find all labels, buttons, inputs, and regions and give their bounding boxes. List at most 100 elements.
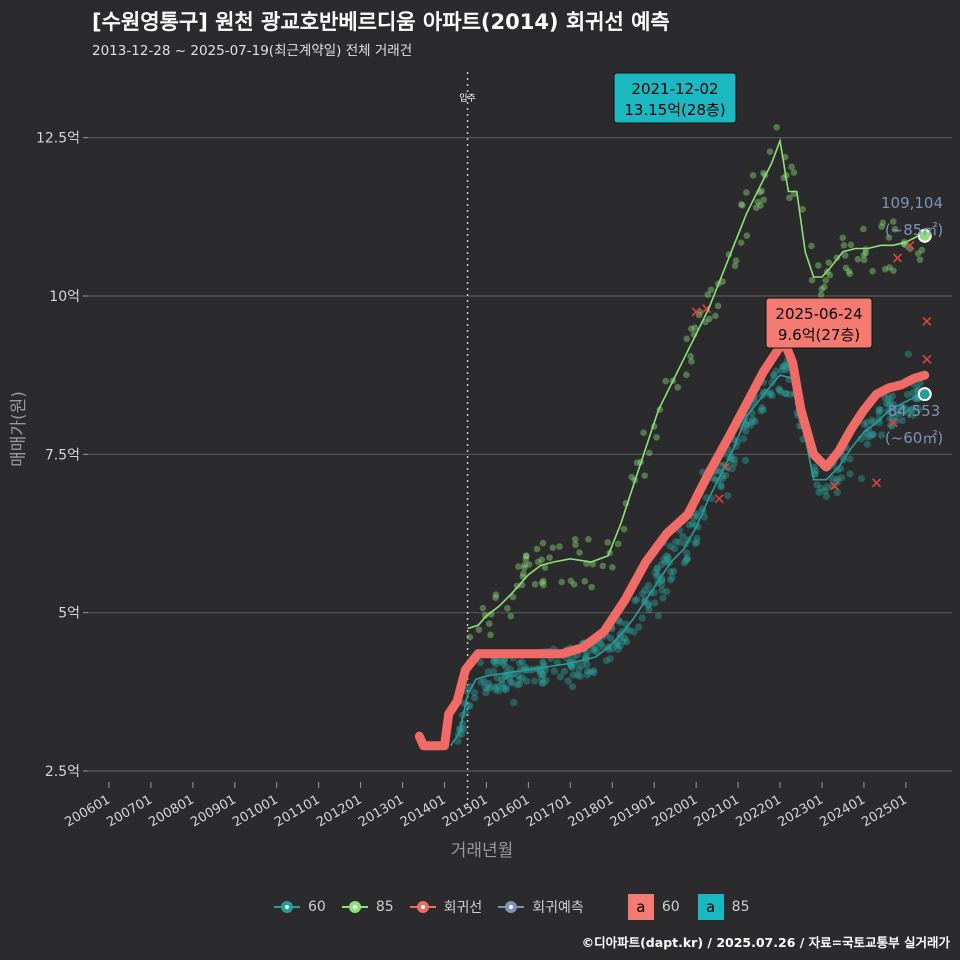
- scatter-point-60: [868, 416, 876, 424]
- scatter-point-85: [788, 163, 795, 171]
- scatter-point-85: [509, 593, 517, 601]
- scatter-point-60: [722, 471, 730, 480]
- scatter-point-60: [782, 390, 790, 398]
- scatter-point-85: [737, 239, 745, 247]
- scatter-point-85: [662, 377, 670, 385]
- scatter-point-60: [644, 600, 652, 608]
- scatter-point-60: [893, 407, 901, 415]
- scatter-point-60: [604, 645, 612, 653]
- scatter-point-60: [631, 597, 639, 605]
- scatter-point-60: [578, 661, 586, 669]
- scatter-point-60: [889, 413, 897, 421]
- scatter-point-60: [633, 595, 641, 603]
- scatter-point-60: [837, 474, 846, 482]
- scatter-point-60: [781, 361, 790, 369]
- scatter-point-60: [658, 586, 666, 594]
- scatter-point-85: [546, 554, 553, 561]
- recent-price-annotation-box: [765, 297, 873, 349]
- scatter-point-85: [916, 256, 924, 263]
- scatter-point-60: [691, 539, 699, 547]
- scatter-point-60: [724, 492, 732, 500]
- scatter-point-60: [477, 678, 485, 686]
- scatter-point-60: [670, 567, 678, 575]
- scatter-point-60: [537, 675, 546, 683]
- scatter-point-85: [521, 564, 528, 572]
- scatter-point-85: [641, 472, 649, 479]
- scatter-point-60: [682, 557, 690, 565]
- scatter-point-60: [768, 379, 776, 387]
- scatter-point-60: [775, 386, 784, 394]
- scatter-point-60: [616, 642, 624, 650]
- scatter-point-85: [576, 549, 583, 556]
- scatter-point-60: [909, 389, 917, 397]
- scatter-point-85: [614, 540, 622, 548]
- scatter-point-85: [492, 594, 499, 601]
- scatter-point-85: [846, 270, 854, 278]
- x-tick-label: 201401: [398, 792, 448, 830]
- scatter-point-85: [743, 232, 751, 239]
- scatter-point-85: [492, 591, 500, 598]
- scatter-point-60: [904, 408, 912, 417]
- scatter-point-60: [576, 672, 584, 680]
- scatter-point-85: [799, 205, 806, 213]
- scatter-point-60: [569, 671, 577, 679]
- scatter-point-85: [688, 358, 695, 365]
- scatter-point-60: [778, 366, 786, 374]
- scatter-point-60: [518, 674, 526, 682]
- scatter-point-60: [653, 564, 661, 573]
- scatter-point-85: [820, 283, 828, 291]
- scatter-point-85: [860, 225, 867, 233]
- scatter-point-60: [497, 658, 505, 666]
- scatter-point-60: [846, 455, 854, 463]
- scatter-point-60: [658, 580, 666, 588]
- chart-title: [수원영통구] 원천 광교호반베르디움 아파트(2014) 회귀선 예측: [92, 10, 670, 34]
- scatter-point-85: [539, 539, 547, 547]
- scatter-point-60: [506, 678, 515, 686]
- scatter-point-60: [688, 520, 696, 528]
- scatter-point-85: [687, 352, 694, 360]
- x-tick-label: 202301: [775, 792, 825, 830]
- scatter-point-60: [495, 687, 503, 695]
- scatter-point-60: [683, 549, 691, 557]
- scatter-point-60: [899, 403, 907, 412]
- scatter-point-60: [568, 683, 577, 691]
- scatter-point-60: [660, 555, 668, 564]
- scatter-point-60: [470, 694, 479, 702]
- scatter-point-85: [599, 562, 607, 570]
- scatter-point-85: [706, 315, 713, 323]
- legend-box-85-label: 85: [731, 899, 750, 915]
- scatter-point-85: [817, 291, 825, 299]
- forecast-point-60: [917, 387, 932, 402]
- scatter-point-60: [502, 686, 510, 694]
- scatter-point-60: [500, 656, 508, 664]
- scatter-point-60: [454, 737, 462, 745]
- scatter-point-60: [654, 612, 663, 620]
- x-tick-label: 201601: [482, 792, 532, 830]
- scatter-point-60: [882, 400, 891, 408]
- scatter-point-85: [854, 255, 862, 263]
- scatter-point-85: [522, 552, 530, 560]
- legend-item-forecast: 회귀예측: [496, 897, 584, 917]
- legend-key-forecast-icon: [496, 899, 526, 915]
- scatter-point-85: [825, 259, 833, 267]
- scatter-point-60: [746, 421, 755, 429]
- scatter-point-60: [780, 362, 788, 370]
- x-axis-title: 거래년월: [451, 841, 514, 861]
- scatter-point-60: [498, 680, 506, 688]
- scatter-point-85: [646, 449, 653, 457]
- x-tick-label: 201101: [272, 792, 322, 830]
- scatter-point-85: [808, 242, 815, 250]
- scatter-point-60: [908, 405, 916, 413]
- scatter-point-85: [691, 324, 699, 332]
- scatter-point-60: [728, 465, 736, 473]
- scatter-point-60: [589, 667, 598, 675]
- scatter-point-60: [583, 649, 591, 658]
- scatter-point-60: [556, 673, 564, 681]
- scatter-point-60: [680, 559, 689, 567]
- scatter-point-85: [886, 264, 893, 271]
- scatter-point-85: [520, 570, 527, 577]
- scatter-point-85: [466, 633, 474, 641]
- scatter-point-60: [657, 561, 665, 569]
- legend-key-85-icon: [340, 899, 370, 915]
- scatter-point-85: [842, 264, 850, 272]
